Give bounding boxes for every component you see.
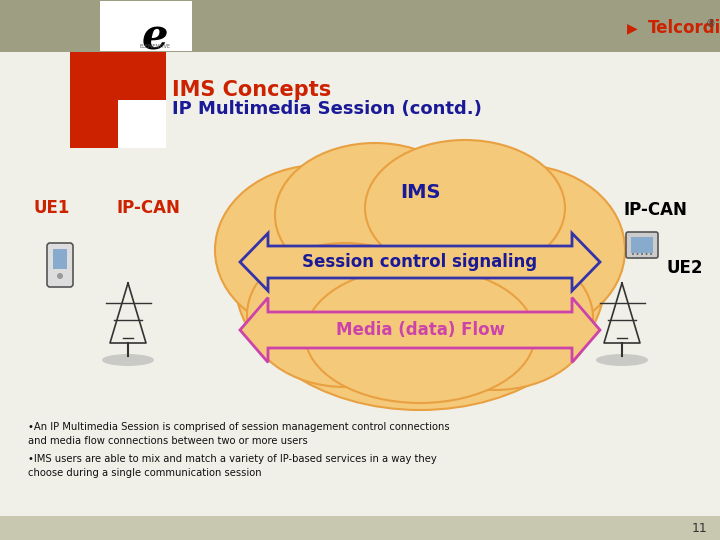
Ellipse shape: [641, 257, 643, 259]
FancyBboxPatch shape: [47, 243, 73, 287]
Text: UE2: UE2: [667, 259, 703, 277]
Ellipse shape: [650, 253, 652, 255]
Text: ®: ®: [706, 19, 716, 29]
Ellipse shape: [646, 253, 647, 255]
Ellipse shape: [632, 253, 634, 255]
Ellipse shape: [275, 143, 475, 287]
Ellipse shape: [636, 253, 639, 255]
Text: Session control signaling: Session control signaling: [302, 253, 538, 271]
Ellipse shape: [305, 267, 535, 403]
Ellipse shape: [415, 165, 625, 335]
Ellipse shape: [641, 253, 643, 255]
Bar: [70, 100, 118, 148]
Text: IMS: IMS: [400, 183, 440, 201]
Bar: [53, 249, 67, 269]
Bar: [70, 52, 118, 100]
Polygon shape: [240, 233, 600, 291]
Text: e: e: [142, 17, 168, 59]
Polygon shape: [240, 298, 600, 362]
Ellipse shape: [646, 257, 647, 259]
Ellipse shape: [57, 273, 63, 279]
Text: UE1: UE1: [34, 199, 70, 217]
Ellipse shape: [215, 165, 425, 335]
Text: 11: 11: [692, 522, 708, 535]
Ellipse shape: [102, 354, 154, 366]
Ellipse shape: [397, 246, 593, 390]
Bar: [0, 516, 720, 540]
Text: ▶: ▶: [626, 21, 637, 35]
Text: IMS Concepts: IMS Concepts: [172, 80, 331, 100]
Text: •An IP Multimedia Session is comprised of session management control connections: •An IP Multimedia Session is comprised o…: [28, 422, 449, 446]
Bar: [118, 100, 166, 148]
Ellipse shape: [632, 257, 634, 259]
Ellipse shape: [235, 150, 605, 410]
Ellipse shape: [636, 257, 639, 259]
Text: Media (data) Flow: Media (data) Flow: [336, 321, 505, 339]
Ellipse shape: [247, 243, 443, 387]
Ellipse shape: [365, 140, 565, 276]
Bar: [118, 52, 166, 100]
Bar: [100, 1, 192, 51]
Text: IP Multimedia Session (contd.): IP Multimedia Session (contd.): [172, 100, 482, 118]
Text: •IMS users are able to mix and match a variety of IP-based services in a way the: •IMS users are able to mix and match a v…: [28, 454, 437, 477]
Bar: [631, 237, 653, 253]
Text: Telcordia: Telcordia: [648, 19, 720, 37]
Ellipse shape: [650, 257, 652, 259]
Text: IP-CAN: IP-CAN: [116, 199, 180, 217]
Ellipse shape: [596, 354, 648, 366]
FancyBboxPatch shape: [626, 232, 658, 258]
Text: IP-CAN: IP-CAN: [623, 201, 687, 219]
Text: ELEMENTIVE: ELEMENTIVE: [140, 44, 171, 49]
Bar: [0, 0, 720, 52]
